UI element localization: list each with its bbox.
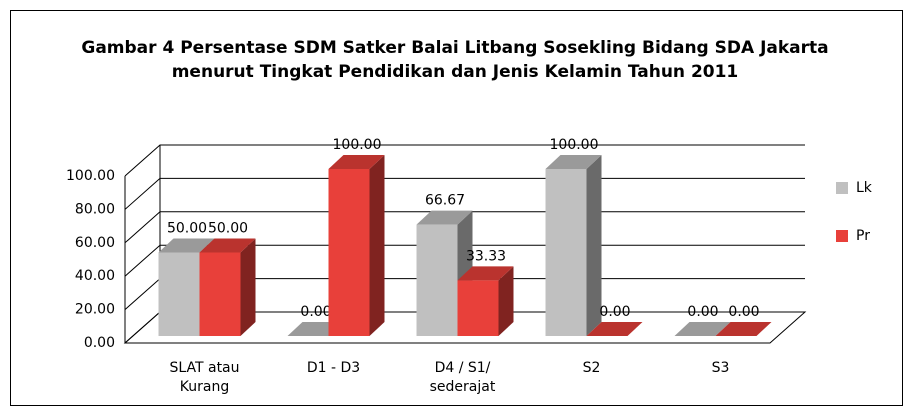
bar-top bbox=[674, 322, 731, 336]
y-tick-label: 100.00 bbox=[66, 168, 115, 184]
bar-side bbox=[586, 155, 602, 336]
bar-top bbox=[416, 210, 473, 225]
y-tick-label: 20.00 bbox=[75, 302, 115, 318]
y-tick-label: 40.00 bbox=[75, 268, 115, 284]
frame bbox=[10, 10, 903, 406]
legend-label: Pr bbox=[856, 228, 870, 244]
bar-front bbox=[328, 169, 370, 336]
value-label: 100.00 bbox=[333, 137, 382, 153]
value-label: 0.00 bbox=[300, 304, 331, 320]
bar-front bbox=[158, 252, 200, 336]
legend-label: Lk bbox=[856, 180, 873, 196]
value-label: 0.00 bbox=[728, 304, 759, 320]
value-label: 0.00 bbox=[687, 304, 718, 320]
bar-front bbox=[457, 280, 499, 336]
x-tick-label: S3 bbox=[711, 360, 730, 376]
x-tick-label: D1 - D3 bbox=[306, 360, 361, 376]
bar-top bbox=[328, 155, 385, 169]
value-label: 100.00 bbox=[550, 137, 599, 153]
value-label: 66.67 bbox=[425, 193, 465, 209]
value-label: 50.00 bbox=[167, 221, 207, 237]
x-tick-label: S2 bbox=[582, 360, 601, 376]
value-label: 50.00 bbox=[208, 221, 248, 237]
bar-side bbox=[369, 155, 385, 336]
x-tick-label: SLAT atau Kurang bbox=[169, 360, 240, 395]
bar-top bbox=[158, 238, 215, 253]
bar-front bbox=[545, 169, 587, 336]
y-tick-label: 60.00 bbox=[75, 235, 115, 251]
y-tick-label: 0.00 bbox=[84, 335, 115, 351]
bar-top bbox=[715, 322, 772, 336]
grid-line bbox=[124, 144, 805, 177]
x-tick-label: D4 / S1/ sederajat bbox=[429, 360, 496, 395]
bar-side bbox=[498, 266, 514, 336]
bar-top bbox=[545, 155, 602, 169]
bar-top bbox=[457, 266, 514, 281]
value-label: 0.00 bbox=[599, 304, 630, 320]
value-label: 33.33 bbox=[466, 248, 506, 264]
bar-top bbox=[586, 322, 643, 336]
bar-side bbox=[240, 238, 256, 336]
chart-title: Gambar 4 Persentase SDM Satker Balai Lit… bbox=[81, 38, 829, 82]
bar-front bbox=[416, 224, 458, 336]
bar-front bbox=[199, 252, 241, 336]
legend-swatch bbox=[836, 230, 848, 242]
y-tick-label: 80.00 bbox=[75, 201, 115, 217]
bar-top bbox=[199, 238, 256, 253]
legend-swatch bbox=[836, 182, 848, 194]
